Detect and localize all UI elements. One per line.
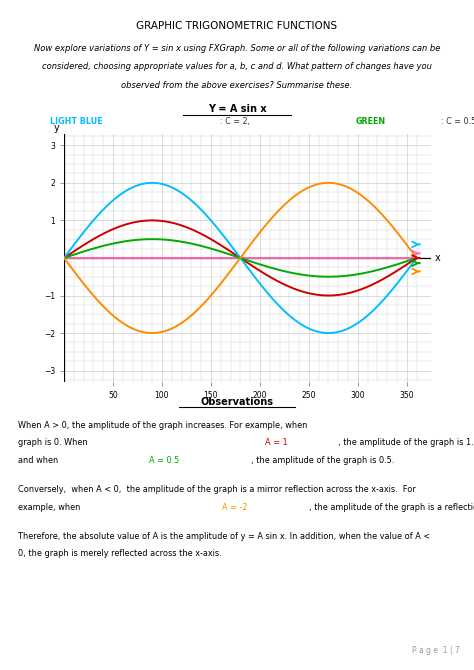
Text: x: x <box>434 253 440 263</box>
Text: graph is 0. When: graph is 0. When <box>18 438 90 447</box>
Text: , the amplitude of the graph is 0.5.: , the amplitude of the graph is 0.5. <box>251 456 394 464</box>
Text: Y = A sin x: Y = A sin x <box>208 104 266 114</box>
Text: A = 0.5: A = 0.5 <box>149 456 179 464</box>
Text: , the amplitude of the graph is a reflection of: , the amplitude of the graph is a reflec… <box>309 502 474 511</box>
Text: 0, the graph is merely reflected across the x-axis.: 0, the graph is merely reflected across … <box>18 549 222 558</box>
Text: observed from the above exercises? Summarise these.: observed from the above exercises? Summa… <box>121 81 353 90</box>
Text: Conversely,  when A < 0,  the amplitude of the graph is a mirror reflection acro: Conversely, when A < 0, the amplitude of… <box>18 485 416 494</box>
Text: : C = 0.5,: : C = 0.5, <box>441 117 474 126</box>
Text: considered, choosing appropriate values for a, b, c and d. What pattern of chang: considered, choosing appropriate values … <box>42 62 432 71</box>
Text: Now explore variations of Y = sin x using FXGraph. Some or all of the following : Now explore variations of Y = sin x usin… <box>34 44 440 52</box>
Text: A = -2: A = -2 <box>222 502 247 511</box>
Text: A = 1: A = 1 <box>265 438 288 447</box>
Text: y: y <box>54 123 59 133</box>
Text: , the amplitude of the graph is 1. When: , the amplitude of the graph is 1. When <box>338 438 474 447</box>
Text: GREEN: GREEN <box>356 117 386 126</box>
Text: GRAPHIC TRIGONOMETRIC FUNCTIONS: GRAPHIC TRIGONOMETRIC FUNCTIONS <box>137 21 337 31</box>
Text: When A > 0, the amplitude of the graph increases. For example, when: When A > 0, the amplitude of the graph i… <box>18 421 310 429</box>
Text: Therefore, the absolute value of A is the amplitude of y = A sin x. In addition,: Therefore, the absolute value of A is th… <box>18 532 430 541</box>
Text: P a g e  1 | 7: P a g e 1 | 7 <box>412 647 460 655</box>
Text: Observations: Observations <box>201 397 273 407</box>
Text: and when: and when <box>18 456 61 464</box>
Text: : C = 2,: : C = 2, <box>220 117 255 126</box>
Text: example, when: example, when <box>18 502 83 511</box>
Text: LIGHT BLUE: LIGHT BLUE <box>50 117 102 126</box>
